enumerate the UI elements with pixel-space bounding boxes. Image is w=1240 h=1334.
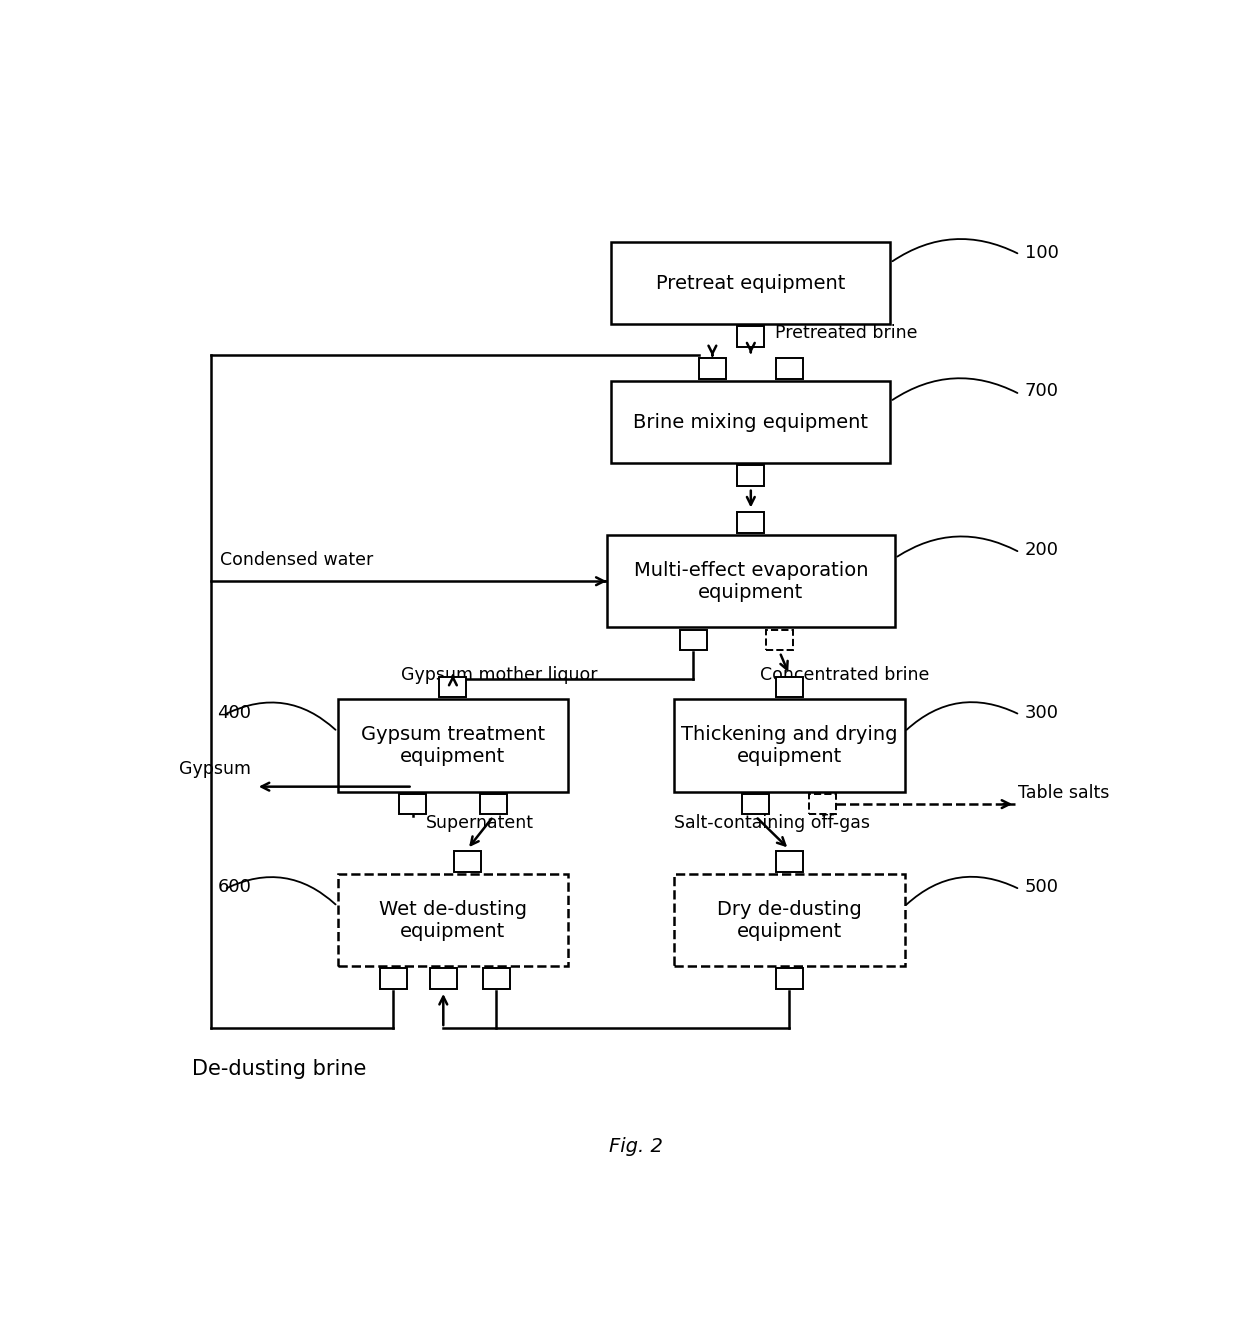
Bar [454,851,481,872]
Bar [738,512,764,534]
Bar [337,699,568,792]
Text: Gypsum mother liquor: Gypsum mother liquor [401,667,596,684]
Text: Supernatent: Supernatent [427,814,534,831]
Text: Dry de-dusting
equipment: Dry de-dusting equipment [717,899,862,940]
Text: Fig. 2: Fig. 2 [609,1137,662,1155]
Text: De-dusting brine: De-dusting brine [191,1059,366,1079]
Bar [776,851,802,872]
Bar [738,466,764,486]
Text: Salt-containing off-gas: Salt-containing off-gas [675,814,870,831]
Text: 400: 400 [217,704,252,722]
Text: Table salts: Table salts [1018,784,1110,802]
Bar [738,327,764,347]
Bar [430,968,456,988]
Text: Gypsum: Gypsum [179,760,250,779]
Text: 300: 300 [1024,704,1059,722]
Bar [776,359,802,379]
Text: Condensed water: Condensed water [221,551,373,568]
Bar [680,630,707,650]
Text: Brine mixing equipment: Brine mixing equipment [634,412,868,431]
Bar [743,794,769,814]
Bar [699,359,725,379]
Bar [675,699,905,792]
Text: 100: 100 [1024,244,1059,261]
Bar [810,794,836,814]
Bar [611,382,890,463]
Bar [480,794,507,814]
Bar [675,874,905,966]
Bar [776,968,802,988]
Text: 500: 500 [1024,878,1059,896]
Text: Pretreated brine: Pretreated brine [775,324,918,342]
Text: Gypsum treatment
equipment: Gypsum treatment equipment [361,726,544,766]
Text: 200: 200 [1024,542,1059,559]
Text: Concentrated brine: Concentrated brine [760,667,930,684]
Bar [482,968,510,988]
Text: Multi-effect evaporation
equipment: Multi-effect evaporation equipment [634,560,868,602]
Text: Wet de-dusting
equipment: Wet de-dusting equipment [379,899,527,940]
Bar [337,874,568,966]
Bar [611,243,890,324]
Text: Pretreat equipment: Pretreat equipment [656,273,846,293]
Bar [776,676,802,698]
Text: 600: 600 [217,878,252,896]
Bar [606,535,895,627]
Text: 700: 700 [1024,383,1059,400]
Bar [379,968,407,988]
Bar [439,676,466,698]
Bar [399,794,427,814]
Bar [766,630,794,650]
Text: Thickening and drying
equipment: Thickening and drying equipment [681,726,898,766]
